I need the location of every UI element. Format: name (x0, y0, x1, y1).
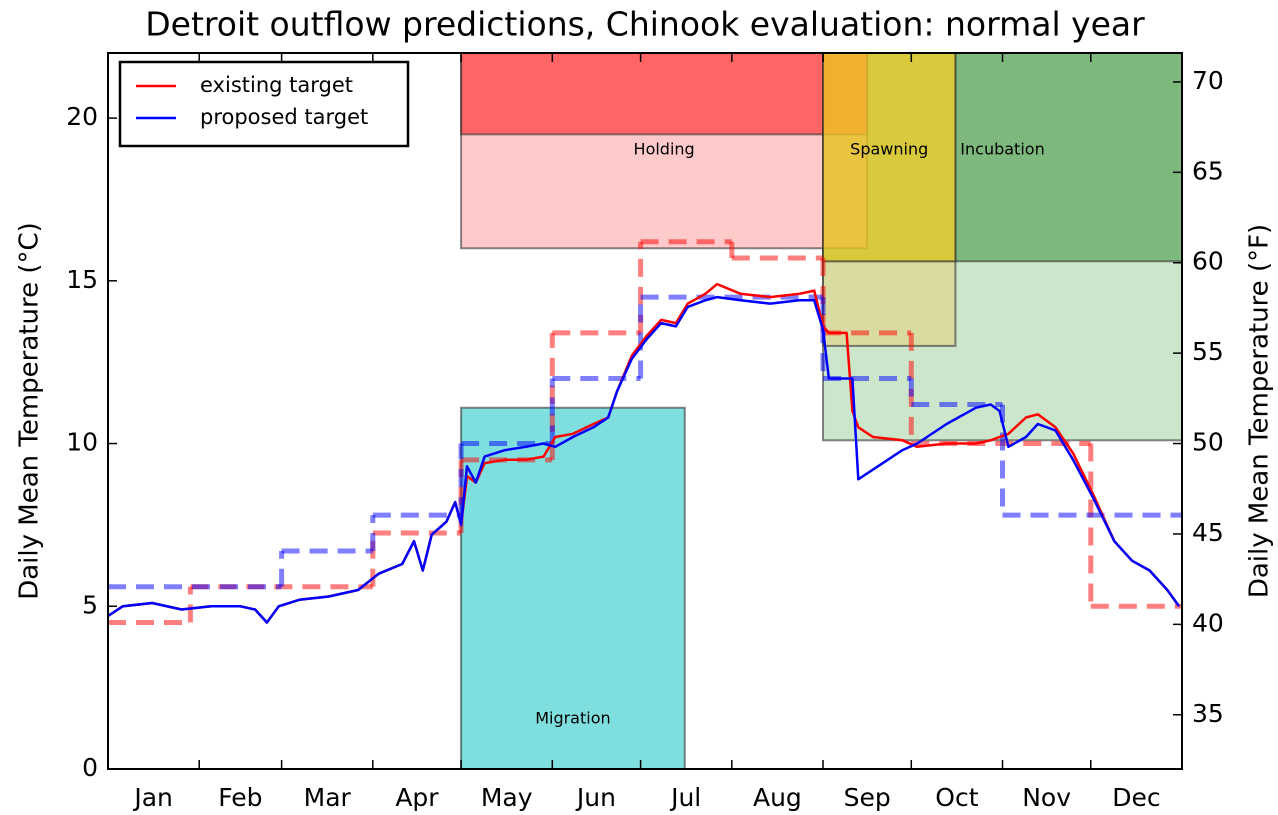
region-band (822, 52, 957, 263)
plot-frame (107, 52, 1183, 770)
x-tick-label: Feb (218, 783, 262, 812)
region-label: Holding (634, 140, 695, 159)
x-tick-label: Sep (844, 783, 891, 812)
legend-box (118, 60, 410, 148)
y2-tick-label: 65 (1192, 156, 1224, 185)
y2-axis-label: Daily Mean Temperature (°F) (1245, 224, 1275, 598)
region-label: Incubation (960, 140, 1044, 159)
x-tick-label: Jan (132, 783, 173, 812)
legend-label: proposed target (200, 105, 368, 129)
region-label: Spawning (850, 140, 928, 159)
x-tick-label: Oct (935, 783, 978, 812)
y2-tick-label: 45 (1192, 518, 1224, 547)
series-line (107, 295, 1181, 624)
y-tick-label: 10 (66, 428, 98, 457)
y-tick-label: 0 (82, 753, 98, 782)
x-tick-label: Aug (753, 783, 802, 812)
x-tick-label: Nov (1022, 783, 1071, 812)
y-tick-label: 20 (66, 102, 98, 131)
y-tick-label: 5 (82, 590, 98, 619)
x-tick-label: Jun (575, 783, 616, 812)
chart-title: Detroit outflow predictions, Chinook eva… (145, 5, 1145, 44)
y2-tick-label: 60 (1192, 247, 1224, 276)
x-tick-label: Jul (669, 783, 701, 812)
y-axis-label: Daily Mean Temperature (°C) (15, 222, 45, 600)
legend-label: existing target (200, 73, 353, 97)
x-tick-label: Dec (1112, 783, 1160, 812)
x-tick-label: Mar (304, 783, 352, 812)
y2-tick-label: 40 (1192, 608, 1224, 637)
y2-tick-label: 50 (1192, 428, 1224, 457)
legend: existing target proposed target (118, 60, 410, 148)
y2-tick-label: 70 (1192, 66, 1224, 95)
y2-tick-label: 55 (1192, 337, 1224, 366)
y-tick-label: 15 (66, 265, 98, 294)
region-label: Migration (535, 709, 610, 728)
x-tick-label: May (481, 783, 533, 812)
y2-tick-label: 35 (1192, 699, 1224, 728)
region-band (460, 52, 869, 136)
region-band (460, 406, 686, 770)
x-tick-label: Apr (395, 783, 439, 812)
